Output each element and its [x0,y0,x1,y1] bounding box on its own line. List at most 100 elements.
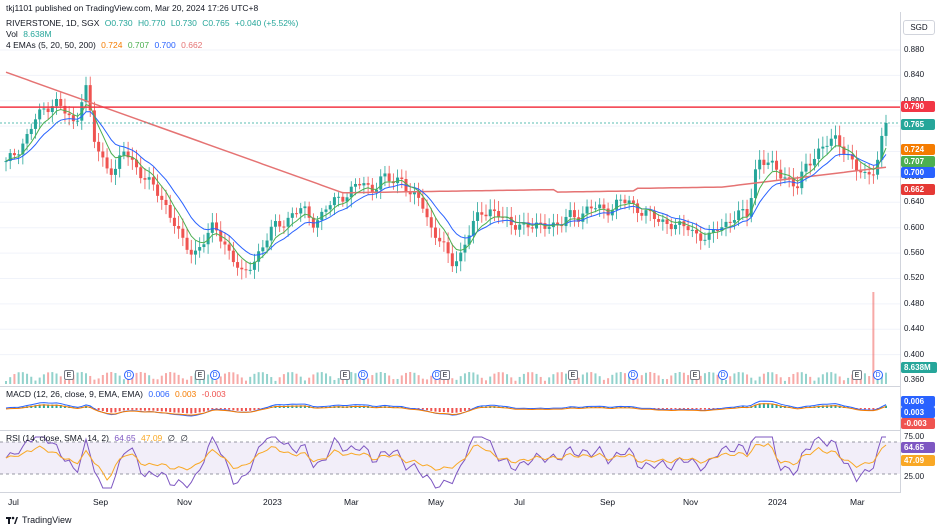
rsi-label[interactable]: RSI (14, close, SMA, 14, 2) [6,433,109,443]
price-tick: 0.640 [904,197,925,207]
volume-bar [813,380,816,384]
candle [109,168,113,175]
tradingview-logo-icon [6,516,18,524]
candle [880,135,884,160]
earnings-marker[interactable]: E [690,370,700,380]
volume-label[interactable]: Vol [6,29,18,39]
macd-bar [291,405,294,408]
volume-bar [177,374,180,384]
volume-bar [358,375,361,384]
candle [808,163,812,166]
macd-bar [194,408,197,414]
macd-bar [468,408,471,410]
volume-bar [421,378,424,384]
candle [181,228,185,238]
volume-bar [510,377,513,384]
volume-bar [42,374,45,384]
dividend-marker[interactable]: D [873,370,883,380]
candle [585,206,589,214]
macd-label[interactable]: MACD (12, 26, close, 9, EMA, EMA) [6,389,143,399]
price-tick: 0.880 [904,45,925,54]
macd-bar [236,408,239,411]
volume-bar [17,372,20,384]
volume-bar [409,372,412,384]
candle [652,210,656,220]
macd-bar [792,407,795,408]
earnings-marker[interactable]: E [195,370,205,380]
macd-bar [607,407,610,408]
candle [105,157,109,169]
candle [21,143,25,155]
candle [164,199,168,206]
volume-bar [586,372,589,384]
candle [775,160,779,170]
volume-bar [581,374,584,384]
volume-bar [253,373,256,384]
volume-bar [577,377,580,384]
volume-bar [817,377,820,384]
volume-bar [325,373,327,384]
volume-bar [383,372,386,384]
volume-bar [539,376,542,384]
earnings-marker[interactable]: E [852,370,862,380]
candle [71,115,75,122]
volume-bar [619,372,622,384]
candle [118,155,122,169]
macd-bar [682,408,685,409]
volume-bar [687,375,690,384]
volume-bar [670,375,673,384]
macd-bar [295,405,298,408]
macd-v2: 0.003 [175,389,197,399]
volume-bar [725,379,727,384]
ema50-badge: 0.700 [901,167,935,178]
volume-bar [556,372,559,384]
volume-bar [783,380,786,384]
volume-bar [821,374,824,384]
volume-bar [796,372,799,384]
volume-bar [312,374,315,384]
candle [446,242,450,254]
earnings-marker[interactable]: E [64,370,74,380]
symbol-name[interactable]: RIVERSTONE, 1D, SGX [6,18,100,28]
volume-bar [55,373,58,384]
volume-bar [47,372,50,384]
candle [766,162,770,165]
earnings-marker[interactable]: E [568,370,578,380]
footer-brand[interactable]: TradingView [6,515,72,525]
dividend-marker[interactable]: D [124,370,134,380]
volume-bar [228,372,231,384]
ema-label[interactable]: 4 EMAs (5, 20, 50, 200) [6,40,96,50]
price-tick: 0.440 [904,324,925,334]
low-value: L0.730 [170,18,197,28]
candle [8,153,12,162]
macd-bar [703,408,706,410]
candle [236,262,240,268]
volume-bar [842,380,845,384]
currency-button[interactable]: SGD [903,20,935,35]
volume-bar [838,376,841,384]
volume-bar [653,372,656,384]
macd-bar [169,408,172,413]
time-tick: 2024 [768,497,787,507]
volume-bar [788,377,791,384]
candle [375,189,379,194]
price-chart[interactable] [0,0,900,493]
candle [303,206,307,209]
volume-bar [148,375,151,384]
volume-bar [405,372,407,384]
volume-bar [847,377,850,384]
candle [661,219,665,222]
macd-bar [215,408,218,409]
candle [526,222,530,228]
volume-bar [26,373,29,384]
dividend-marker[interactable]: D [718,370,728,380]
volume-bar [762,373,765,384]
dividend-marker[interactable]: D [210,370,220,380]
dividend-marker[interactable]: D [358,370,368,380]
dividend-marker[interactable]: D [628,370,638,380]
earnings-marker[interactable]: E [340,370,350,380]
volume-bar [367,378,370,384]
volume-bar [733,373,736,384]
earnings-marker[interactable]: E [440,370,450,380]
volume-bar [800,372,803,384]
